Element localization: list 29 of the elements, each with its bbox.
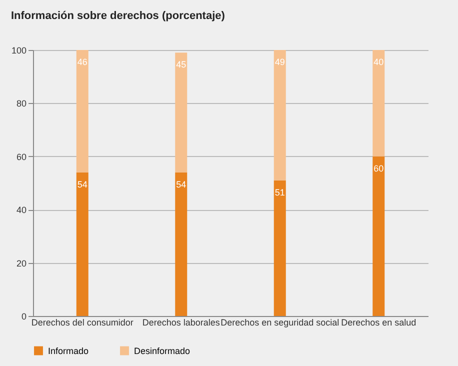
bar (274, 180, 286, 316)
y-tick-label: 40 (16, 205, 26, 216)
data-label: 40 (374, 57, 384, 67)
y-tick-label: 60 (16, 152, 26, 162)
x-tick-label: Derechos en seguridad social (220, 318, 340, 328)
data-label: 60 (374, 163, 384, 174)
bar (175, 172, 188, 316)
data-label: 46 (77, 57, 88, 67)
data-label: 49 (274, 57, 285, 67)
x-tick-label: Derechos en salud (341, 318, 416, 328)
bar (76, 172, 88, 316)
bar (274, 50, 286, 180)
legend-label: Informado (48, 346, 89, 356)
bar (76, 50, 88, 172)
bar (175, 52, 188, 172)
data-label: 51 (274, 187, 285, 198)
data-label: 54 (176, 179, 186, 190)
data-label: 54 (77, 179, 88, 190)
data-label: 45 (176, 60, 186, 70)
bar (372, 156, 385, 316)
chart-title: Información sobre derechos (porcentaje) (10, 10, 226, 22)
x-tick-label: Derechos laborales (142, 318, 220, 328)
y-tick-label: 0 (21, 312, 26, 322)
x-tick-label: Derechos del consumidor (31, 318, 134, 328)
y-tick-label: 20 (16, 258, 26, 268)
legend-label: Desinformado (134, 346, 190, 356)
y-tick-label: 80 (16, 98, 26, 109)
y-tick-label: 100 (11, 46, 26, 56)
bar (372, 50, 385, 156)
